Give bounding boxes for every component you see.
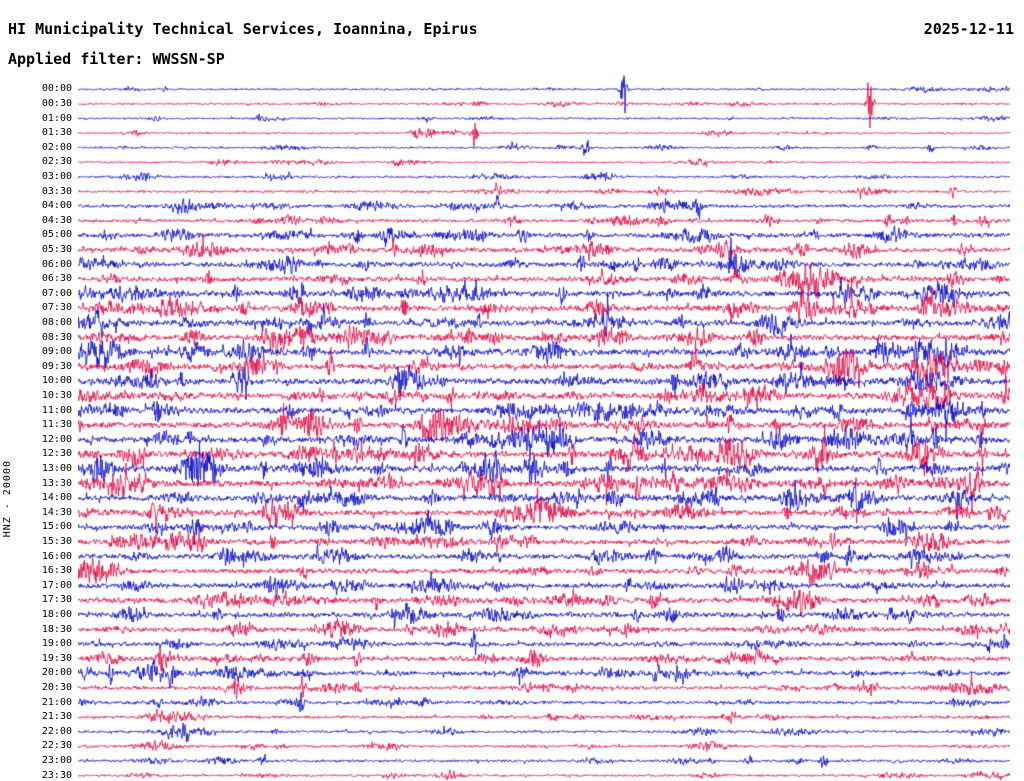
time-label: 15:00: [41, 521, 72, 533]
time-label: 19:30: [41, 652, 72, 664]
time-label: 14:30: [41, 506, 72, 518]
time-label: 18:30: [41, 623, 72, 635]
time-label: 00:00: [41, 83, 72, 95]
time-label: 22:00: [41, 725, 72, 737]
time-label: 15:30: [41, 535, 72, 547]
time-label: 08:00: [41, 316, 72, 328]
time-label: 07:30: [41, 302, 72, 314]
time-label: 05:00: [41, 229, 72, 241]
page-title: HI Municipality Technical Services, Ioan…: [8, 20, 478, 38]
time-label: 21:00: [41, 696, 72, 708]
time-label: 14:00: [41, 492, 72, 504]
time-label: 09:00: [41, 346, 72, 358]
time-label: 16:30: [41, 565, 72, 577]
time-label: 07:00: [41, 287, 72, 299]
time-label: 12:00: [41, 433, 72, 445]
time-label: 22:30: [41, 740, 72, 752]
time-label: 05:30: [41, 243, 72, 255]
time-label: 13:30: [41, 477, 72, 489]
time-label: 04:00: [41, 200, 72, 212]
time-label: 23:00: [41, 754, 72, 766]
time-axis: 00:00 00:30 01:00 01:30 02:00 02:30 03:00 03:30…: [0, 0, 72, 780]
time-label: 17:30: [41, 594, 72, 606]
time-label: 04:30: [41, 214, 72, 226]
time-label: 02:30: [41, 156, 72, 168]
time-label: 16:00: [41, 550, 72, 562]
helicorder-canvas: [78, 56, 1010, 780]
time-label: 10:30: [41, 389, 72, 401]
time-label: 13:00: [41, 462, 72, 474]
time-label: 12:30: [41, 448, 72, 460]
time-label: 20:00: [41, 667, 72, 679]
time-label: 06:00: [41, 258, 72, 270]
time-label: 18:00: [41, 608, 72, 620]
date-label: 2025-12-11: [923, 20, 1014, 38]
time-label: 17:00: [41, 579, 72, 591]
time-label: 21:30: [41, 711, 72, 723]
time-label: 09:30: [41, 360, 72, 372]
time-label: 00:30: [41, 97, 72, 109]
time-label: 06:30: [41, 273, 72, 285]
time-label: 23:30: [41, 769, 72, 781]
time-label: 20:30: [41, 681, 72, 693]
time-label: 10:00: [41, 375, 72, 387]
time-label: 11:30: [41, 419, 72, 431]
time-label: 01:00: [41, 112, 72, 124]
time-label: 03:30: [41, 185, 72, 197]
time-label: 11:00: [41, 404, 72, 416]
time-label: 03:00: [41, 170, 72, 182]
time-label: 02:00: [41, 141, 72, 153]
time-label: 19:00: [41, 638, 72, 650]
time-label: 01:30: [41, 127, 72, 139]
time-label: 08:30: [41, 331, 72, 343]
